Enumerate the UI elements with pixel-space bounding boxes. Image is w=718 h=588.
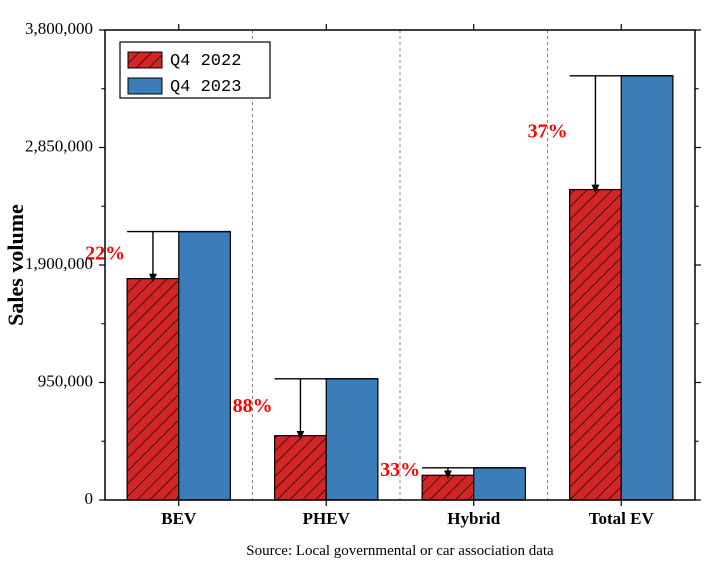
bar-q4-2022 [422, 475, 474, 500]
bar-q4-2022 [127, 279, 179, 500]
legend-label: Q4 2022 [170, 52, 241, 71]
x-tick-label: Hybrid [447, 509, 500, 528]
legend-layer: Q4 2022 Q4 2023 [120, 42, 270, 98]
chart-container: 22%88%33%37%0950,0001,900,0002,850,0003,… [0, 0, 718, 588]
source-text: Source: Local governmental or car associ… [246, 543, 554, 559]
bar-q4-2023 [621, 76, 673, 500]
growth-pct-label: 33% [380, 459, 420, 481]
growth-pct-label: 88% [233, 395, 273, 417]
y-tick-label: 2,850,000 [25, 136, 93, 155]
legend-swatch [128, 52, 162, 68]
x-tick-label: PHEV [303, 509, 351, 528]
x-tick-label: Total EV [589, 509, 655, 528]
legend-swatch [128, 78, 162, 94]
growth-pct-label: 37% [528, 120, 568, 142]
bar-q4-2023 [474, 468, 526, 500]
y-tick-label: 3,800,000 [25, 19, 93, 38]
y-tick-label: 1,900,000 [25, 254, 93, 273]
x-tick-label: BEV [161, 509, 197, 528]
bar-q4-2022 [570, 190, 622, 500]
bar-q4-2022 [275, 436, 327, 500]
y-tick-label: 950,000 [38, 371, 93, 390]
y-tick-label: 0 [85, 489, 94, 508]
bar-q4-2023 [179, 232, 231, 500]
legend-label: Q4 2023 [170, 78, 241, 97]
y-axis-title: Sales volume [3, 204, 28, 326]
bar-q4-2023 [326, 379, 378, 500]
chart-svg: 22%88%33%37%0950,0001,900,0002,850,0003,… [0, 0, 718, 588]
